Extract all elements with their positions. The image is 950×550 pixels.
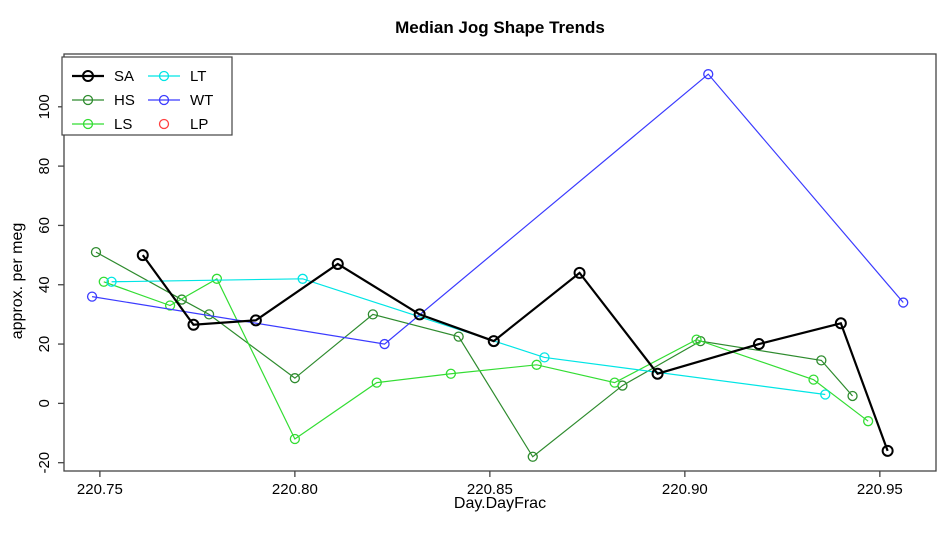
plot-border xyxy=(63,53,937,472)
x-tick-label: 220.85 xyxy=(467,481,513,498)
data-point-SA xyxy=(834,317,847,330)
series-WT xyxy=(86,69,909,350)
legend-label-LP: LP xyxy=(190,116,208,133)
data-point-LS xyxy=(371,377,382,388)
legend-marker-LP xyxy=(158,118,170,130)
data-point-LS xyxy=(609,377,620,388)
y-tick-label: 20 xyxy=(36,336,53,353)
series-line-WT xyxy=(91,73,904,345)
legend-marker-SA xyxy=(82,70,94,82)
data-point-HS xyxy=(90,246,102,258)
data-point-SA xyxy=(413,308,426,321)
data-point-HS xyxy=(527,451,538,462)
y-tick-label: 80 xyxy=(36,158,53,175)
x-tick-label: 220.90 xyxy=(662,481,708,498)
data-point-HS xyxy=(453,331,464,342)
data-point-LS xyxy=(445,368,457,379)
data-point-LS xyxy=(531,359,542,370)
data-point-LS xyxy=(691,334,702,345)
data-point-LS xyxy=(211,273,223,284)
data-point-SA xyxy=(187,318,200,331)
y-tick-label: 0 xyxy=(36,399,53,407)
data-point-LT xyxy=(539,352,550,363)
x-tick-label: 220.75 xyxy=(77,481,123,498)
data-point-WT xyxy=(86,291,98,302)
series-line-LS xyxy=(103,277,869,440)
data-point-LS xyxy=(98,276,109,287)
legend-item-LP: LP xyxy=(158,116,208,133)
data-point-WT xyxy=(703,69,714,80)
legend: SA HS LS LT WT LP xyxy=(61,56,233,136)
data-point-LS xyxy=(289,433,301,445)
y-tick-label: 40 xyxy=(36,276,53,293)
data-point-WT xyxy=(379,338,390,350)
y-tick-label: -20 xyxy=(36,452,53,474)
legend-item-LT: LT xyxy=(148,68,206,85)
data-point-HS xyxy=(367,309,379,320)
series-line-HS xyxy=(95,251,853,458)
y-tick-label: 100 xyxy=(36,94,53,119)
data-point-LT xyxy=(820,389,831,400)
data-point-SA xyxy=(651,367,664,380)
y-axis-label: approx. per meg xyxy=(9,223,26,340)
data-point-SA xyxy=(487,335,500,348)
plot-area: 220.75 220.80 220.85 220.90 220.95 -20 0 20 40 60… xyxy=(36,53,937,498)
series-SA xyxy=(136,249,894,457)
data-point-SA xyxy=(249,314,262,327)
y-tick-label: 60 xyxy=(36,217,53,234)
data-point-SA xyxy=(752,338,765,351)
data-point-HS xyxy=(289,373,301,384)
data-point-LS xyxy=(862,416,874,427)
legend-marker-WT xyxy=(158,94,170,106)
data-point-SA xyxy=(573,266,586,279)
data-point-HS xyxy=(176,294,187,305)
chart-title: Median Jog Shape Trends xyxy=(395,18,605,37)
legend-marker-LS xyxy=(82,118,94,130)
series-line-SA xyxy=(141,254,889,452)
legend-item-LS: LS xyxy=(72,116,132,133)
data-point-LS xyxy=(164,300,176,311)
series-HS xyxy=(90,246,858,462)
legend-label-WT: WT xyxy=(190,92,213,109)
legend-label-HS: HS xyxy=(114,92,135,109)
legend-item-SA: SA xyxy=(72,68,134,85)
data-point-WT xyxy=(898,297,909,308)
legend-marker-HS xyxy=(82,94,94,106)
data-point-LT xyxy=(297,273,308,284)
series-line-LT xyxy=(111,278,826,396)
legend-label-SA: SA xyxy=(114,68,134,85)
legend-label-LT: LT xyxy=(190,68,206,85)
data-point-HS xyxy=(847,390,858,402)
legend-marker-LT xyxy=(158,70,170,82)
x-axis-label: Day.DayFrac xyxy=(454,495,546,512)
legend-label-LS: LS xyxy=(114,116,132,133)
legend-item-HS: HS xyxy=(72,92,135,109)
data-point-HS xyxy=(816,355,827,366)
data-point-SA xyxy=(136,249,149,262)
data-point-LT xyxy=(106,276,117,287)
data-point-LS xyxy=(808,374,819,385)
series-LS xyxy=(98,273,874,445)
legend-item-WT: WT xyxy=(148,92,213,109)
data-point-SA xyxy=(881,444,894,457)
x-tick-label: 220.95 xyxy=(857,481,903,498)
series-LT xyxy=(106,273,831,400)
x-tick-label: 220.80 xyxy=(272,481,318,498)
data-point-SA xyxy=(331,257,344,270)
